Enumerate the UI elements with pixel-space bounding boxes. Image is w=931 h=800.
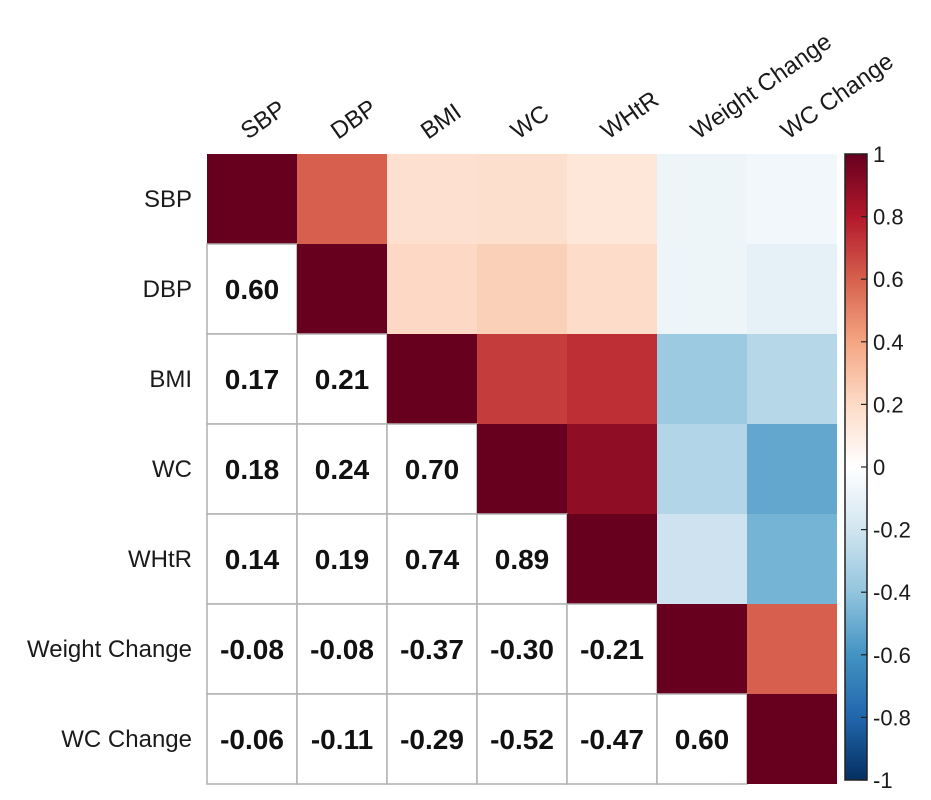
cell-value-5-4: -0.21 <box>580 634 644 665</box>
cell-color-2-2 <box>387 334 477 424</box>
cell-color-1-4 <box>567 244 657 334</box>
cell-color-2-5 <box>657 334 747 424</box>
cell-color-1-3 <box>477 244 567 334</box>
cell-color-0-6 <box>747 154 837 244</box>
row-label-3: WC <box>152 456 192 483</box>
cell-color-0-2 <box>387 154 477 244</box>
heatmap-cells <box>206 154 837 785</box>
cell-color-1-2 <box>387 244 477 334</box>
cell-value-5-2: -0.37 <box>400 634 464 665</box>
cell-color-2-6 <box>747 334 837 424</box>
cell-value-4-0: 0.14 <box>225 544 280 575</box>
heatmap-cell-labels: 0.60 0.17 0.21 0.18 0.24 0.70 0.14 0.19 0.74 0.89… <box>220 274 729 755</box>
colorbar-tick-label-10: -1 <box>873 768 893 793</box>
cell-color-4-6 <box>747 514 837 604</box>
cell-value-6-5: 0.60 <box>675 724 730 755</box>
cell-color-2-3 <box>477 334 567 424</box>
cell-value-4-2: 0.74 <box>405 544 460 575</box>
column-label-4: WHtR <box>596 86 664 145</box>
cell-color-3-4 <box>567 424 657 514</box>
column-label-3: WC <box>506 100 554 145</box>
cell-color-5-6 <box>747 604 837 694</box>
column-label-2: BMI <box>416 98 466 145</box>
cell-value-6-3: -0.52 <box>490 724 554 755</box>
colorbar-ticks: 1 0.8 0.6 0.4 0.2 0 -0.2 -0.4 -0.6 -0.8 -1 <box>861 142 911 793</box>
cell-value-4-3: 0.89 <box>495 544 550 575</box>
cell-color-3-6 <box>747 424 837 514</box>
colorbar-tick-label-6: -0.2 <box>873 518 911 543</box>
colorbar-tick-label-4: 0.2 <box>873 392 904 417</box>
cell-number-2-0 <box>206 333 298 425</box>
cell-color-6-6 <box>747 694 837 784</box>
cell-value-6-4: -0.47 <box>580 724 644 755</box>
cell-color-1-1 <box>297 244 387 334</box>
column-label-0: SBP <box>236 95 291 145</box>
cell-number-6-3 <box>476 693 568 785</box>
cell-color-3-5 <box>657 424 747 514</box>
cell-color-3-3 <box>477 424 567 514</box>
colorbar-tick-label-0: 1 <box>873 142 885 167</box>
cell-color-0-1 <box>297 154 387 244</box>
cell-value-3-0: 0.18 <box>225 454 280 485</box>
cell-number-6-5 <box>656 693 748 785</box>
cell-value-6-0: -0.06 <box>220 724 284 755</box>
row-labels: SBP DBP BMI WC WHtR Weight Change WC Change <box>27 186 192 753</box>
cell-color-2-4 <box>567 334 657 424</box>
cell-color-0-4 <box>567 154 657 244</box>
cell-number-4-3 <box>476 513 568 605</box>
colorbar-tick-label-3: 0.4 <box>873 330 904 355</box>
colorbar: 1 0.8 0.6 0.4 0.2 0 -0.2 -0.4 -0.6 -0.8 -1 <box>844 142 911 793</box>
cell-value-2-1: 0.21 <box>315 364 370 395</box>
row-label-6: WC Change <box>61 726 192 753</box>
colorbar-tick-label-1: 0.8 <box>873 205 904 230</box>
cell-number-6-4 <box>566 693 658 785</box>
cell-number-4-1 <box>296 513 388 605</box>
cell-color-1-5 <box>657 244 747 334</box>
cell-value-5-0: -0.08 <box>220 634 284 665</box>
row-label-5: Weight Change <box>27 636 192 663</box>
cell-color-4-5 <box>657 514 747 604</box>
cell-value-6-1: -0.11 <box>311 724 373 755</box>
row-label-2: BMI <box>149 366 192 393</box>
cell-color-5-5 <box>657 604 747 694</box>
colorbar-tick-label-9: -0.8 <box>873 705 911 730</box>
cell-number-2-1 <box>296 333 388 425</box>
column-label-1: DBP <box>326 94 382 144</box>
colorbar-tick-label-2: 0.6 <box>873 267 904 292</box>
row-label-0: SBP <box>144 186 192 213</box>
cell-value-3-1: 0.24 <box>315 454 370 485</box>
cell-color-4-4 <box>567 514 657 604</box>
colorbar-tick-label-7: -0.4 <box>873 580 911 605</box>
cell-color-0-0 <box>207 154 297 244</box>
cell-number-6-2 <box>386 693 478 785</box>
cell-number-6-0 <box>206 693 298 785</box>
cell-value-4-1: 0.19 <box>315 544 370 575</box>
cell-color-0-3 <box>477 154 567 244</box>
cell-number-6-1 <box>296 693 388 785</box>
cell-color-0-5 <box>657 154 747 244</box>
row-label-4: WHtR <box>128 546 192 573</box>
cell-value-6-2: -0.29 <box>400 724 464 755</box>
colorbar-tick-label-5: 0 <box>873 455 885 480</box>
colorbar-tick-label-8: -0.6 <box>873 643 911 668</box>
cell-value-3-2: 0.70 <box>405 454 460 485</box>
row-label-1: DBP <box>143 276 192 303</box>
cell-number-5-1 <box>296 603 388 695</box>
cell-number-1-0 <box>206 243 298 335</box>
cell-color-1-6 <box>747 244 837 334</box>
cell-number-5-3 <box>476 603 568 695</box>
cell-value-1-0: 0.60 <box>225 274 280 305</box>
cell-number-3-2 <box>386 423 478 515</box>
cell-value-5-3: -0.30 <box>490 634 554 665</box>
cell-value-5-1: -0.08 <box>310 634 374 665</box>
cell-value-2-0: 0.17 <box>225 364 280 395</box>
